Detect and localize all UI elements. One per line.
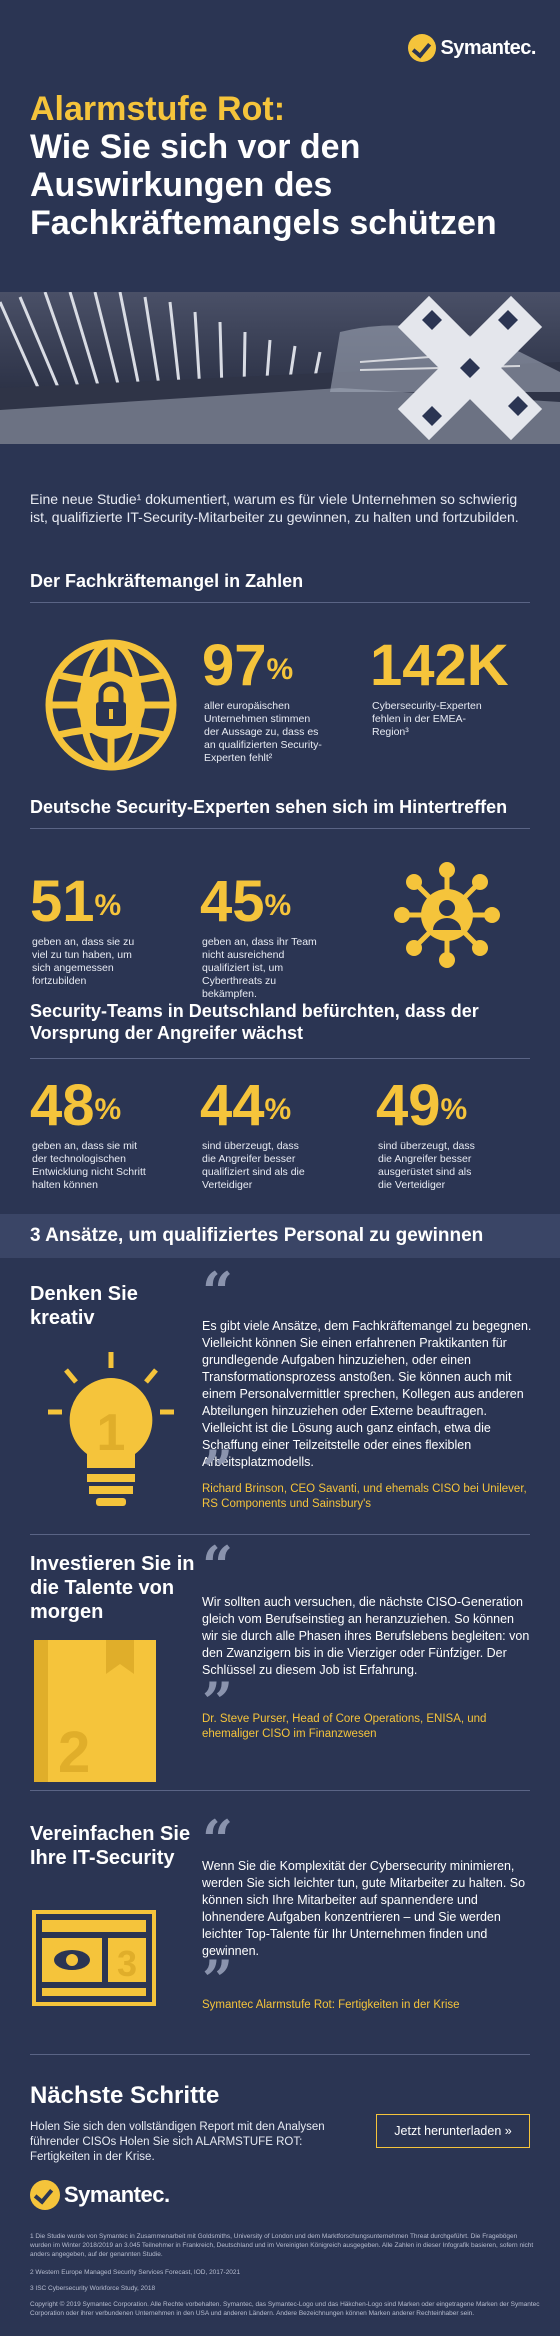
download-button[interactable]: Jetzt herunterladen » xyxy=(376,2114,530,2148)
book-icon: 2 xyxy=(30,1636,160,1786)
stat-97: 97% xyxy=(202,636,293,696)
stat-unit: % xyxy=(264,1093,292,1126)
footnote-1: 1 Die Studie wurde von Symantec in Zusam… xyxy=(30,2233,534,2258)
approach2-heading: Investieren Sie in die Talente von morge… xyxy=(30,1553,195,1623)
brand-name: Symantec. xyxy=(440,36,536,59)
bulb-number: 1 xyxy=(97,1404,126,1462)
stat-48-caption: geben an, dass sie mit der technologisch… xyxy=(32,1140,146,1191)
stat-48: 48% xyxy=(30,1076,121,1136)
intro-text: Eine neue Studie¹ dokumentiert, warum es… xyxy=(30,491,519,525)
stat-unit: % xyxy=(440,1093,468,1126)
quote-icon: ” xyxy=(202,1670,234,1734)
next-steps-text: Holen Sie sich den vollständigen Report … xyxy=(30,2121,325,2163)
stat-142k-caption: Cybersecurity-Experten fehlen in der EME… xyxy=(372,700,482,738)
stat-142k: 142K xyxy=(370,633,509,698)
stat-45-caption: geben an, dass ihr Team nicht ausreichen… xyxy=(202,936,317,1000)
dashboard-icon: 3 xyxy=(32,1910,156,2006)
stat-45: 45% xyxy=(200,872,291,932)
hero-image xyxy=(0,292,560,444)
divider xyxy=(30,1058,530,1059)
checkmark-icon xyxy=(408,34,437,62)
section2-heading: Deutsche Security-Experten sehen sich im… xyxy=(30,797,508,817)
page-title-line1: Alarmstufe Rot: xyxy=(30,90,286,128)
divider xyxy=(30,1534,530,1535)
stat-97-caption: aller europäischen Unternehmen stimmen d… xyxy=(204,700,322,764)
divider xyxy=(30,1790,530,1791)
approach3-attribution: Symantec Alarmstufe Rot: Fertigkeiten in… xyxy=(202,1999,460,2011)
stat-51: 51% xyxy=(30,872,121,932)
stat-49-caption: sind überzeugt, dass die Angreifer besse… xyxy=(378,1140,475,1191)
stat-value: 45 xyxy=(200,869,265,934)
stat-unit: % xyxy=(266,653,294,686)
approach2-attribution: Dr. Steve Purser, Head of Core Operation… xyxy=(202,1713,487,1740)
approach3-heading: Vereinfachen Sie Ihre IT-Security xyxy=(30,1823,191,1869)
symantec-logo: Symantec. xyxy=(408,34,536,62)
footnote-3: 3 ISC Cybersecurity Workforce Study, 201… xyxy=(30,2285,156,2292)
approach1-attribution: Richard Brinson, CEO Savanti, und ehemal… xyxy=(202,1483,527,1510)
checkmark-icon xyxy=(30,2180,60,2210)
stat-unit: % xyxy=(94,889,122,922)
divider xyxy=(30,602,530,603)
globe-lock-icon xyxy=(36,630,186,780)
book-number: 2 xyxy=(58,1720,90,1785)
quote-icon: ” xyxy=(202,1438,234,1502)
section3-heading: Security-Teams in Deutschland befürchten… xyxy=(30,1001,479,1043)
quote-icon: “ xyxy=(202,1808,234,1872)
quote-icon: “ xyxy=(202,1534,234,1598)
divider xyxy=(30,2054,530,2055)
approaches-banner: 3 Ansätze, um qualifiziertes Personal zu… xyxy=(0,1214,560,1258)
stat-unit: % xyxy=(94,1093,122,1126)
banner-text: 3 Ansätze, um qualifiziertes Personal zu… xyxy=(30,1225,484,1246)
page-title-line2: Wie Sie sich vor den Auswirkungen des Fa… xyxy=(30,128,497,242)
next-steps-heading: Nächste Schritte xyxy=(30,2082,220,2109)
stat-49: 49% xyxy=(376,1076,467,1136)
stat-44: 44% xyxy=(200,1076,291,1136)
approach2-quote: Wir sollten auch versuchen, die nächste … xyxy=(202,1595,530,1677)
section1-heading: Der Fachkräftemangel in Zahlen xyxy=(30,571,304,591)
copyright: Copyright © 2019 Symantec Corporation. A… xyxy=(30,2301,540,2317)
stat-51-caption: geben an, dass sie zu viel zu tun haben,… xyxy=(32,936,135,987)
stat-44-caption: sind überzeugt, dass die Angreifer besse… xyxy=(202,1140,305,1191)
stat-value: 51 xyxy=(30,869,95,934)
stat-unit: % xyxy=(264,889,292,922)
footer-symantec-logo: Symantec. xyxy=(30,2180,170,2210)
network-user-icon xyxy=(392,860,502,970)
stat-value: 44 xyxy=(200,1073,265,1138)
quote-icon: “ xyxy=(202,1260,234,1324)
stat-value: 49 xyxy=(376,1073,441,1138)
lightbulb-icon: 1 xyxy=(46,1350,176,1520)
approach3-quote: Wenn Sie die Komplexität der Cybersecuri… xyxy=(202,1859,526,1958)
approach1-quote: Es gibt viele Ansätze, dem Fachkräfteman… xyxy=(202,1319,532,1469)
stat-value: 48 xyxy=(30,1073,95,1138)
approach1-heading: Denken Sie kreativ xyxy=(30,1283,138,1329)
stat-value: 97 xyxy=(202,633,267,698)
footer-brand-name: Symantec. xyxy=(64,2182,170,2207)
dashboard-number: 3 xyxy=(117,1943,137,1984)
divider xyxy=(30,828,530,829)
footnote-2: 2 Western Europe Managed Security Servic… xyxy=(30,2269,241,2276)
quote-icon: ” xyxy=(202,1948,234,2012)
